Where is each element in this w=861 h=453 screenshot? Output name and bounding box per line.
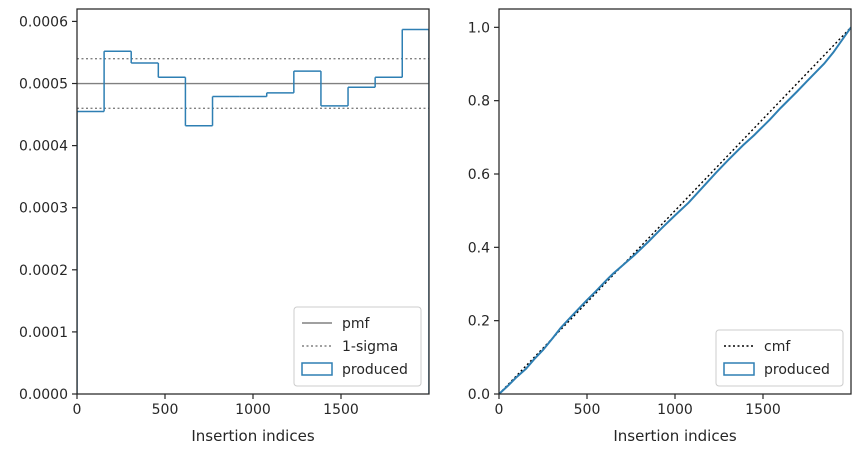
y-tick-label: 0.8 [468,94,490,110]
x-tick-label: 500 [152,402,179,418]
series-produced-line [499,26,851,394]
y-tick-label: 0.0000 [19,387,68,403]
y-tick-label: 0.4 [468,240,490,256]
x-tick-label: 0 [495,402,504,418]
y-tick-label: 0.0005 [19,77,68,93]
series-cmf-line [499,26,851,394]
y-tick-label: 0.2 [468,314,490,330]
chart-panel-2: 0 500 1000 1500 0.0 0.2 0.4 0.6 0.8 1.0 Insertion … [468,8,852,445]
legend-handle-produced [723,362,755,376]
plot-area [77,28,429,394]
legend-label: cmf [764,339,791,355]
legend-box [293,306,422,387]
x-axis-label: Insertion indices [191,427,314,445]
legend-label: pmf [342,316,371,332]
y-tick-label: 0.0006 [19,14,68,30]
legend: pmf 1-sigma produced [293,306,422,387]
y-tick-label: 0.0001 [19,325,68,341]
y-tick-label: 1.0 [468,20,490,36]
y-tick-label: 0.0004 [19,139,68,155]
x-tick-label: 1500 [745,402,781,418]
x-tick-label: 500 [574,402,601,418]
plot-area [499,26,851,394]
y-tick-label: 0.0002 [19,263,68,279]
x-tick-label: 1500 [323,402,359,418]
x-axis-label: Insertion indices [613,427,736,445]
legend-label: 1-sigma [342,339,398,355]
legend-handle-produced [301,362,333,376]
legend-label: produced [764,362,830,378]
x-tick-label: 1000 [657,402,693,418]
chart-panel-1: 0 500 1000 1500 0.0000 0.0001 0.0002 0.0003 0.00… [19,8,430,445]
legend: cmf produced [715,329,844,387]
series-produced-histogram [77,28,429,394]
x-tick-label: 1000 [235,402,271,418]
legend-label: produced [342,362,408,378]
x-tick-label: 0 [73,402,82,418]
y-tick-label: 0.0 [468,387,490,403]
y-tick-label: 0.0003 [19,201,68,217]
legend-box [715,329,844,387]
tick-labels: 0 500 1000 1500 0.0000 0.0001 0.0002 0.0003 0.00… [19,14,359,418]
tick-labels: 0 500 1000 1500 0.0 0.2 0.4 0.6 0.8 1.0 [468,20,781,418]
y-tick-label: 0.6 [468,167,490,183]
